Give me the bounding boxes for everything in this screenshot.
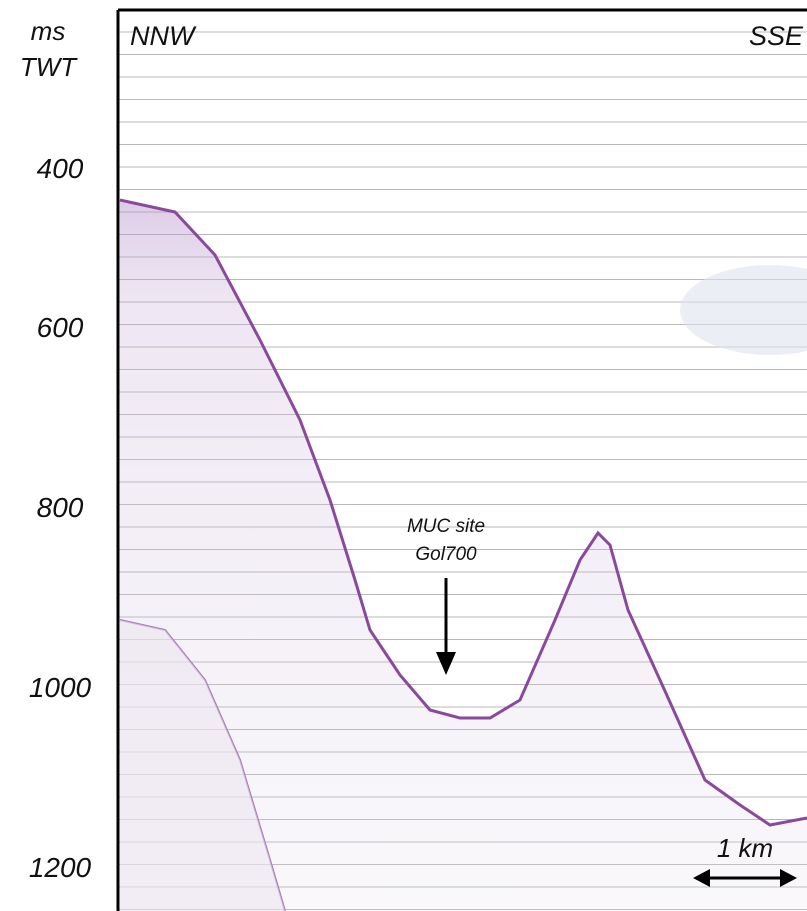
axis-label: TWT bbox=[20, 52, 78, 82]
deep-fill bbox=[120, 620, 285, 911]
arrow-head bbox=[436, 652, 456, 675]
tick-label: 600 bbox=[37, 312, 84, 343]
annotation: MUC site bbox=[407, 516, 485, 537]
tick-label: 1000 bbox=[29, 672, 92, 703]
direction-label: SSE bbox=[749, 21, 804, 51]
direction-label: NNW bbox=[130, 21, 197, 51]
tick-label: 400 bbox=[37, 153, 84, 184]
tick-label: 1200 bbox=[29, 852, 92, 883]
annotation: Gol700 bbox=[415, 544, 477, 565]
tick-label: 800 bbox=[37, 492, 84, 523]
water-artifact bbox=[680, 265, 807, 355]
sediment-fill bbox=[120, 200, 807, 911]
axis-label: ms bbox=[31, 16, 66, 46]
scale-label: 1 km bbox=[717, 833, 773, 863]
seafloor-reflector bbox=[119, 198, 807, 827]
